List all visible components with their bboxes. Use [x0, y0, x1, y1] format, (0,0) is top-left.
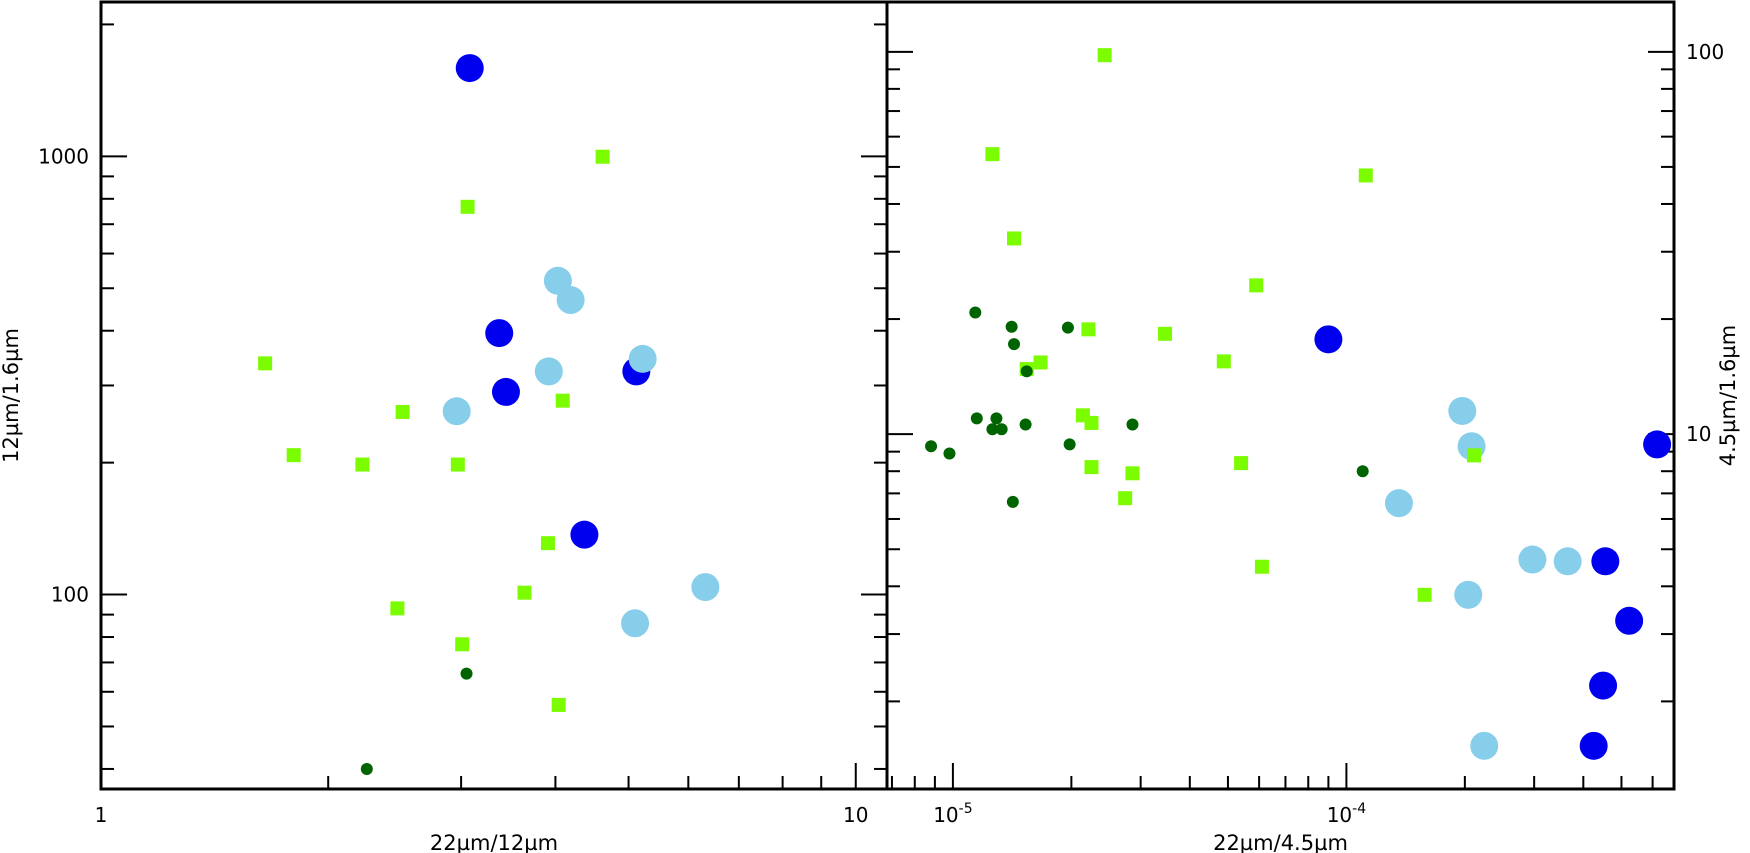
data-point-light-blue [556, 286, 585, 315]
data-point-blue [491, 377, 520, 406]
data-point-blue [1615, 606, 1644, 635]
data-point-lime-green [1084, 415, 1099, 430]
data-point-lime-green [985, 147, 1000, 162]
data-point-lime-green [551, 697, 566, 712]
right-x-tick-label-exponent: -5 [959, 801, 973, 817]
right-x-tick-label-exponent: -4 [1352, 801, 1366, 817]
left-x-axis-title: 22µm/12µm [430, 831, 558, 853]
data-point-lime-green [1084, 460, 1099, 475]
data-point-lime-green [395, 404, 410, 419]
data-point-light-blue [1384, 489, 1413, 518]
right-x-tick-label-base: 10 [1327, 803, 1352, 827]
left-x-tick-label: 10 [843, 803, 868, 827]
data-point-light-blue [534, 357, 563, 386]
data-point-dark-green [1063, 438, 1076, 451]
left-x-tick-label: 1 [95, 803, 108, 827]
left-series-lime-green [258, 149, 610, 712]
right-y-tick-label: 100 [1686, 40, 1724, 64]
data-point-lime-green [258, 356, 273, 371]
right-x-tick-label: 10-4 [1327, 801, 1367, 827]
left-series-blue [455, 54, 651, 549]
right-series-dark-green [925, 306, 1369, 508]
right-series-light-blue [1384, 396, 1582, 760]
left-series-light-blue [442, 266, 720, 638]
data-point-dark-green [1061, 321, 1074, 334]
data-point-lime-green [1417, 587, 1432, 602]
data-point-lime-green [1007, 231, 1022, 246]
data-point-lime-green [455, 637, 470, 652]
data-point-dark-green [1126, 418, 1139, 431]
data-point-light-blue [1470, 731, 1499, 760]
data-point-blue [1314, 325, 1343, 354]
data-point-blue [1579, 731, 1608, 760]
data-point-dark-green [1008, 338, 1021, 351]
data-point-lime-green [1254, 559, 1269, 574]
data-point-dark-green [986, 423, 999, 436]
data-point-lime-green [390, 601, 405, 616]
data-point-light-blue [691, 573, 720, 602]
data-point-lime-green [595, 149, 610, 164]
left-scatter-panel: 1 10 100 1000 22µm/12µm 12µm/1.6µm [0, 23, 887, 853]
right-series-lime-green [985, 48, 1482, 602]
left-y-axis-title: 12µm/1.6µm [0, 328, 23, 463]
right-series-blue [1314, 325, 1672, 760]
data-point-dark-green [460, 667, 473, 680]
data-point-lime-green [517, 585, 532, 600]
data-point-dark-green [969, 306, 982, 319]
data-point-dark-green [1006, 495, 1019, 508]
data-point-light-blue [1454, 580, 1483, 609]
data-point-lime-green [460, 199, 475, 214]
data-point-lime-green [1118, 491, 1133, 506]
data-point-dark-green [970, 412, 983, 425]
data-point-lime-green [1097, 48, 1112, 63]
data-point-lime-green [286, 448, 301, 463]
data-point-light-blue [621, 609, 650, 638]
data-point-light-blue [442, 397, 471, 426]
data-point-lime-green [1125, 466, 1140, 481]
left-series-dark-green [360, 667, 473, 775]
left-y-tick-label: 1000 [38, 144, 89, 168]
data-point-lime-green [1158, 326, 1173, 341]
data-point-lime-green [1234, 456, 1249, 471]
right-x-axis-title: 22µm/4.5µm [1213, 831, 1348, 853]
right-x-tick-label: 10-5 [933, 801, 972, 827]
data-point-lime-green [540, 536, 555, 551]
data-point-lime-green [1467, 448, 1482, 463]
data-point-lime-green [1081, 322, 1096, 337]
data-point-dark-green [943, 447, 956, 460]
data-point-blue [1591, 547, 1620, 576]
data-point-blue [455, 54, 484, 83]
data-point-lime-green [1249, 278, 1264, 293]
data-point-dark-green [990, 412, 1003, 425]
data-point-dark-green [1019, 418, 1032, 431]
data-point-light-blue [1553, 547, 1582, 576]
left-x-tick-label-base: 1 [95, 803, 108, 827]
data-point-lime-green [1033, 355, 1048, 370]
data-point-dark-green [925, 440, 938, 453]
data-point-blue [485, 319, 514, 348]
data-point-light-blue [1448, 396, 1477, 425]
data-point-blue [1589, 671, 1618, 700]
data-point-blue [570, 520, 599, 549]
data-point-dark-green [1356, 465, 1369, 478]
right-x-tick-label-base: 10 [933, 803, 958, 827]
right-y-axis-title: 4.5µm/1.6µm [1716, 325, 1740, 467]
data-point-blue [1643, 430, 1672, 459]
data-point-dark-green [360, 762, 373, 775]
data-point-lime-green [355, 457, 370, 472]
data-point-light-blue [1518, 545, 1547, 574]
data-point-dark-green [1020, 365, 1033, 378]
data-point-lime-green [1358, 168, 1373, 183]
left-x-tick-label-base: 10 [843, 803, 868, 827]
data-point-dark-green [995, 423, 1008, 436]
data-point-lime-green [450, 457, 465, 472]
data-point-dark-green [1005, 320, 1018, 333]
data-point-light-blue [628, 344, 657, 373]
data-point-lime-green [1216, 354, 1231, 369]
data-point-lime-green [555, 393, 570, 408]
right-y-tick-label: 10 [1686, 422, 1711, 446]
left-y-tick-label: 100 [51, 583, 89, 607]
